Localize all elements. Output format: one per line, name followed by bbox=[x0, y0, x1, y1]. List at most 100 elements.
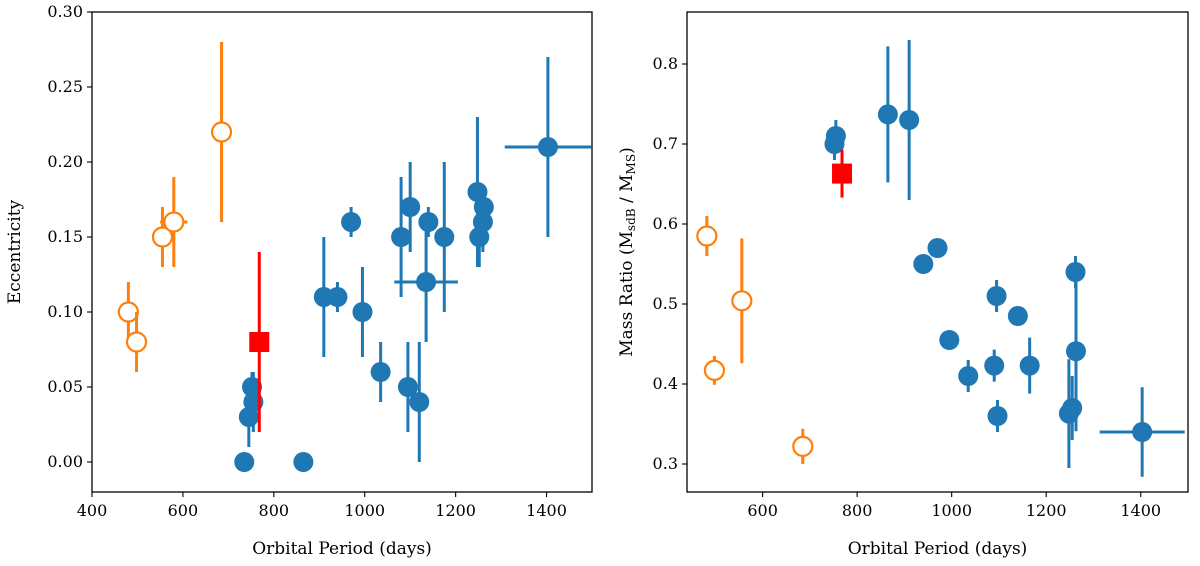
orange-open-point bbox=[151, 207, 174, 267]
y-tick-label: 0.15 bbox=[47, 227, 83, 246]
plot-area bbox=[696, 40, 1185, 477]
blue-filled-point bbox=[397, 342, 418, 432]
blue-filled-point bbox=[293, 452, 314, 472]
eccentricity-panel: 400 600 800 1000 1200 1400 0.00 0.05 0.10 0.15 0.2… bbox=[5, 2, 593, 559]
axes-frame bbox=[686, 11, 1189, 493]
orange-open-point bbox=[703, 356, 726, 385]
data-marker bbox=[984, 355, 1005, 376]
blue-filled-point bbox=[504, 57, 592, 237]
data-marker bbox=[913, 254, 934, 274]
x-tick-label: 600 bbox=[168, 501, 199, 520]
data-marker bbox=[877, 104, 898, 125]
red-square-point bbox=[249, 252, 270, 432]
y-tick-label: 0.3 bbox=[653, 454, 678, 473]
orange-open-point bbox=[125, 312, 148, 372]
data-marker bbox=[210, 121, 233, 143]
data-marker bbox=[249, 332, 270, 352]
data-marker bbox=[117, 301, 139, 323]
y-tick-label: 0.20 bbox=[47, 152, 83, 171]
data-marker bbox=[939, 330, 960, 350]
blue-filled-point bbox=[927, 238, 948, 258]
data-marker bbox=[792, 435, 814, 457]
data-marker bbox=[151, 226, 174, 248]
y-tick-label: 0.8 bbox=[653, 54, 678, 73]
orange-open-point bbox=[117, 282, 139, 342]
y-axis-label-subscript: sdB bbox=[624, 208, 638, 231]
x-axis-label: Orbital Period (days) bbox=[848, 539, 1028, 559]
blue-filled-point bbox=[418, 207, 439, 237]
data-marker bbox=[899, 110, 920, 130]
data-marker bbox=[825, 126, 846, 146]
data-marker bbox=[234, 452, 255, 472]
data-marker bbox=[958, 366, 979, 386]
x-tick-label: 1200 bbox=[1026, 501, 1067, 520]
y-tick-label: 0.25 bbox=[47, 77, 83, 96]
y-tick-label: 0.4 bbox=[653, 374, 678, 393]
data-marker bbox=[293, 452, 314, 472]
blue-filled-point bbox=[327, 282, 348, 312]
data-marker bbox=[125, 331, 148, 353]
data-marker bbox=[986, 286, 1007, 306]
orange-open-point bbox=[160, 177, 188, 267]
blue-filled-point bbox=[400, 162, 421, 252]
blue-filled-point bbox=[341, 207, 362, 237]
y-tick-label: 0.5 bbox=[653, 294, 678, 313]
blue-filled-point bbox=[352, 267, 373, 357]
y-tick-label: 0.05 bbox=[47, 377, 83, 396]
blue-filled-point bbox=[409, 342, 430, 462]
data-marker bbox=[163, 211, 185, 233]
y-tick-label: 0.30 bbox=[47, 2, 83, 21]
x-axis-label: Orbital Period (days) bbox=[252, 539, 432, 559]
orange-open-point bbox=[210, 42, 233, 222]
data-marker bbox=[703, 359, 726, 381]
y-axis-label-part: / M bbox=[617, 174, 637, 208]
y-axis-label-part: ) bbox=[617, 147, 637, 154]
data-marker bbox=[1019, 355, 1040, 376]
blue-filled-point bbox=[1065, 271, 1086, 432]
y-axis-label: Mass Ratio (MsdB / MMS) bbox=[617, 147, 638, 356]
blue-filled-point bbox=[877, 46, 898, 183]
orange-open-point bbox=[792, 428, 814, 464]
data-marker bbox=[1007, 306, 1028, 326]
x-tick-label: 1000 bbox=[344, 501, 385, 520]
x-tick-label: 800 bbox=[259, 501, 290, 520]
data-marker bbox=[416, 272, 437, 292]
blue-filled-point bbox=[913, 254, 934, 274]
blue-filled-point bbox=[984, 349, 1005, 382]
blue-filled-point bbox=[1007, 306, 1028, 326]
data-marker bbox=[418, 212, 439, 232]
y-tick-label: 0.6 bbox=[653, 214, 678, 233]
data-marker bbox=[434, 227, 455, 247]
blue-filled-point bbox=[825, 120, 846, 152]
blue-filled-point bbox=[1099, 387, 1185, 477]
blue-filled-point bbox=[986, 280, 1007, 312]
data-marker bbox=[409, 392, 430, 412]
y-tick-label: 0.00 bbox=[47, 452, 83, 471]
data-marker bbox=[341, 212, 362, 232]
blue-filled-point bbox=[391, 177, 412, 297]
axes-frame bbox=[91, 11, 593, 493]
blue-filled-point bbox=[370, 342, 391, 402]
orange-open-point bbox=[696, 216, 718, 256]
data-marker bbox=[370, 362, 391, 382]
data-marker bbox=[1062, 398, 1083, 418]
blue-filled-point bbox=[958, 360, 979, 392]
data-marker bbox=[391, 227, 412, 247]
data-marker bbox=[400, 197, 421, 217]
x-tick-label: 1200 bbox=[435, 501, 476, 520]
blue-filled-point bbox=[899, 40, 920, 200]
blue-filled-point bbox=[434, 162, 455, 312]
data-marker bbox=[397, 377, 418, 397]
y-tick-label: 0.10 bbox=[47, 302, 83, 321]
data-marker bbox=[1132, 422, 1153, 442]
y-axis-label-subscript: MS bbox=[624, 154, 638, 175]
blue-filled-point bbox=[987, 400, 1008, 432]
data-marker bbox=[832, 163, 853, 184]
blue-filled-point bbox=[1062, 376, 1083, 440]
data-marker bbox=[473, 197, 494, 217]
data-marker bbox=[987, 406, 1008, 426]
data-marker bbox=[1065, 341, 1086, 362]
y-tick-label: 0.7 bbox=[653, 134, 678, 153]
data-marker bbox=[352, 302, 373, 322]
